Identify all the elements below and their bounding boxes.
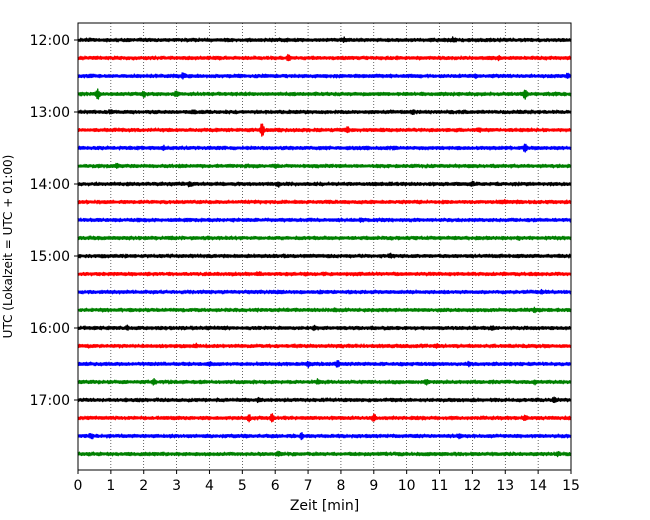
trace-1300 [77,109,572,116]
x-axis-label: Zeit [min] [290,498,359,514]
x-axis-ticks: 0 1 2 3 4 5 6 7 8 9 10 11 12 13 14 15 [74,470,580,494]
x-tick-label-6: 6 [271,478,280,494]
y-tick-label-0: 12:00 [30,33,70,49]
trace-1615 [77,342,572,349]
y-tick-label-4: 16:00 [30,321,70,337]
y-tick-label-5: 17:00 [30,393,70,409]
x-tick-label-10: 10 [398,478,416,494]
y-tick-label-3: 15:00 [30,249,70,265]
trace-1200 [77,36,572,44]
x-tick-label-7: 7 [304,478,313,494]
x-tick-label-5: 5 [238,478,247,494]
x-tick-label-3: 3 [172,478,181,494]
trace-1330 [77,143,572,153]
y-axis-ticks: 12:00 13:00 14:00 15:00 16:00 17:00 [30,33,78,409]
plot-frame [77,22,572,471]
x-tick-label-15: 15 [562,478,580,494]
trace-1515 [77,271,572,277]
x-tick-label-13: 13 [496,478,514,494]
trace-1730 [77,431,572,441]
trace-1700 [77,396,572,404]
y-tick-label-2: 14:00 [30,177,70,193]
y-axis-label: UTC (Lokalzeit = UTC + 01:00) [1,155,15,339]
x-tick-label-0: 0 [74,478,83,494]
y-tick-label-1: 13:00 [30,105,70,121]
x-tick-label-8: 8 [336,478,345,494]
trace-1600 [77,324,572,332]
trace-1315 [77,123,572,137]
x-tick-label-14: 14 [529,478,547,494]
trace-1545 [77,306,572,314]
traces-layer [77,36,572,458]
x-tick-label-9: 9 [369,478,378,494]
vertical-gridlines [110,23,539,470]
trace-1230 [77,72,572,80]
trace-1530 [77,288,572,295]
x-tick-label-4: 4 [205,478,214,494]
x-tick-label-12: 12 [463,478,481,494]
x-tick-label-2: 2 [139,478,148,494]
x-tick-label-1: 1 [106,478,115,494]
x-tick-label-11: 11 [431,478,449,494]
trace-1500 [77,252,572,259]
trace-1645 [77,377,572,386]
trace-1400 [77,180,572,188]
trace-1345 [77,162,572,170]
trace-1445 [77,235,572,241]
trace-1630 [77,359,572,369]
trace-1745 [77,450,572,458]
trace-1415 [77,198,572,205]
trace-1215 [77,53,572,62]
trace-1430 [77,217,572,223]
trace-1715 [77,413,572,423]
trace-1245 [77,88,572,100]
